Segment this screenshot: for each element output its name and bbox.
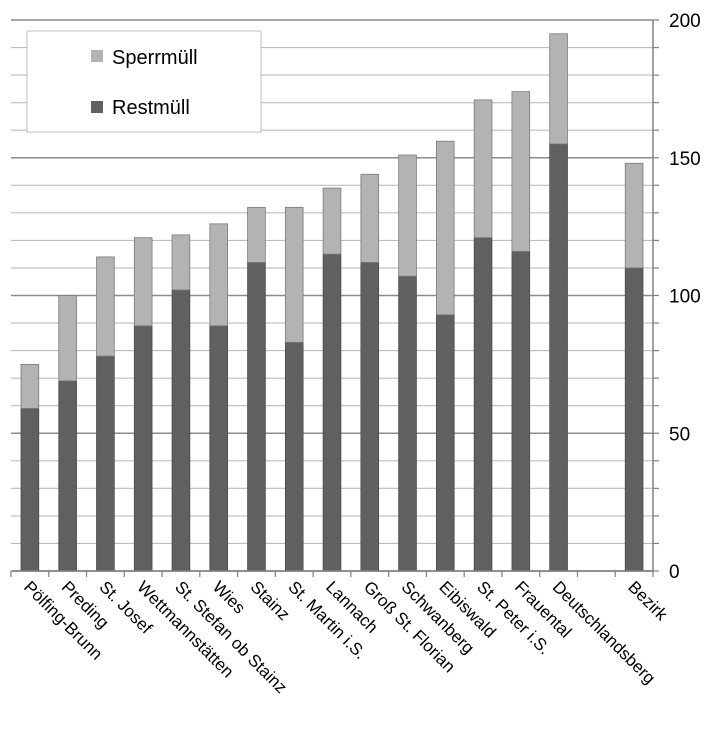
category-label: Bezirk bbox=[624, 577, 671, 624]
y-tick-label: 200 bbox=[669, 11, 701, 32]
bar-restmuell bbox=[511, 251, 531, 572]
bar-sperrmuell bbox=[549, 33, 568, 145]
legend-label-restmuell: Restmüll bbox=[112, 97, 190, 119]
y-tick-labels: 0 50 100 150 200 bbox=[669, 11, 701, 583]
bar-restmuell bbox=[133, 325, 153, 572]
bar-sperrmuell bbox=[96, 256, 115, 357]
bar-restmuell bbox=[398, 275, 417, 572]
y-tick-label: 50 bbox=[669, 424, 690, 445]
bar-restmuell bbox=[247, 262, 266, 572]
bar-restmuell bbox=[284, 341, 304, 572]
legend-swatch-restmuell bbox=[91, 101, 103, 113]
y-tick-label: 100 bbox=[669, 287, 701, 308]
y-tick-label: 0 bbox=[669, 562, 680, 583]
legend: Sperrmüll Restmüll bbox=[26, 30, 262, 133]
bar-restmuell bbox=[209, 325, 228, 572]
bar-sperrmuell bbox=[473, 99, 493, 239]
bar-sperrmuell bbox=[133, 237, 153, 327]
bar-restmuell bbox=[473, 237, 493, 572]
bar-sperrmuell bbox=[284, 206, 304, 343]
bar-restmuell bbox=[58, 380, 77, 572]
bar-restmuell bbox=[624, 267, 644, 572]
legend-box bbox=[26, 30, 262, 133]
bar-restmuell bbox=[549, 143, 568, 572]
legend-swatch-sperrmuell bbox=[91, 50, 103, 62]
bar-restmuell bbox=[20, 408, 40, 572]
bar-sperrmuell bbox=[209, 223, 228, 327]
bar-restmuell bbox=[96, 355, 115, 572]
bar-sperrmuell bbox=[624, 162, 644, 269]
bar-restmuell bbox=[360, 262, 380, 572]
bar-sperrmuell bbox=[58, 295, 77, 382]
bar-sperrmuell bbox=[511, 91, 531, 252]
bar-sperrmuell bbox=[247, 206, 266, 263]
y-tick-label: 150 bbox=[669, 149, 701, 170]
bar-sperrmuell bbox=[20, 363, 40, 409]
bar-sperrmuell bbox=[171, 234, 191, 291]
bar-sperrmuell bbox=[322, 187, 342, 255]
bar-restmuell bbox=[322, 253, 342, 572]
category-label: Stainz bbox=[247, 577, 294, 624]
bar-restmuell bbox=[171, 289, 191, 572]
bar-restmuell bbox=[436, 314, 455, 572]
axes bbox=[10, 19, 659, 577]
bar-sperrmuell bbox=[398, 154, 417, 277]
bars bbox=[20, 33, 644, 572]
bar-sperrmuell bbox=[360, 173, 380, 263]
legend-label-sperrmuell: Sperrmüll bbox=[112, 47, 198, 69]
bar-sperrmuell bbox=[436, 140, 455, 316]
